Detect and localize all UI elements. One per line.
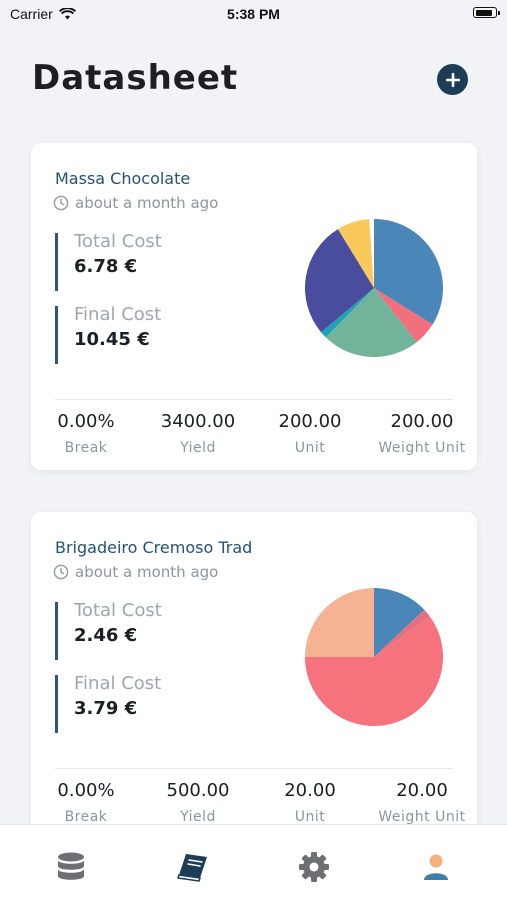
page-title: Datasheet [32,58,239,98]
status-carrier: Carrier [10,6,76,22]
status-time: 5:38 PM [227,6,280,22]
total-cost-value: 6.78 € [74,256,138,277]
stat-unit: 20.00 Unit [255,780,365,825]
stat-weight-unit: 200.00 Weight Unit [367,411,477,456]
card-time-text: about a month ago [75,194,219,212]
stat-break: 0.00% Break [31,780,141,825]
card-title: Massa Chocolate [55,169,191,188]
battery-level [475,9,492,16]
card-timestamp: about a month ago [53,563,218,581]
stat-label: Unit [294,809,326,825]
status-bar: Carrier 5:38 PM [0,0,507,30]
stat-value: 200.00 [278,411,342,432]
datasheet-card[interactable]: Brigadeiro Cremoso Trad about a month ag… [31,512,477,839]
stat-label: Weight Unit [378,440,466,456]
stat-value: 20.00 [284,780,336,801]
stat-label: Break [64,440,108,456]
stat-label: Unit [294,440,326,456]
pie-slice [305,229,374,333]
cost-pie-chart [305,588,443,726]
pie-slice [321,288,374,338]
tab-settings[interactable] [294,847,334,887]
final-cost-label: Final Cost [74,673,162,694]
database-icon [58,852,84,880]
total-cost-label: Total Cost [74,231,162,252]
tab-datasheet[interactable] [173,847,213,887]
stat-value: 20.00 [396,780,448,801]
user-icon [424,854,448,880]
pie-slice [325,288,417,357]
tab-database[interactable] [51,847,91,887]
pie-slice [305,588,374,657]
card-divider [55,399,453,400]
stat-yield: 3400.00 Yield [143,411,253,456]
stat-value: 0.00% [57,780,115,801]
stat-label: Break [64,809,108,825]
tab-bar [0,824,507,901]
total-cost-value: 2.46 € [74,625,138,646]
stat-yield: 500.00 Yield [143,780,253,825]
final-cost-block: Final Cost 10.45 € [55,304,162,364]
stat-value: 3400.00 [160,411,236,432]
pie-slice [374,588,425,657]
final-cost-block: Final Cost 3.79 € [55,673,162,733]
pie-slice [305,616,443,726]
pie-slice [374,219,443,325]
stat-label: Yield [180,440,216,456]
plus-icon [445,72,460,87]
final-cost-value: 3.79 € [74,698,138,719]
pie-slice [374,288,433,343]
pie-slice [374,609,430,657]
stat-label: Yield [180,809,216,825]
battery-icon [473,7,500,18]
stat-weight-unit: 20.00 Weight Unit [367,780,477,825]
total-cost-label: Total Cost [74,600,162,621]
carrier-label: Carrier [10,6,53,22]
pie-slice [369,219,374,288]
stat-value: 200.00 [390,411,454,432]
cost-pie-chart [305,219,443,357]
clock-icon [53,564,69,580]
final-cost-value: 10.45 € [74,329,150,350]
stat-value: 0.00% [57,411,115,432]
stat-label: Weight Unit [378,809,466,825]
datasheet-card[interactable]: Massa Chocolate about a month ago Total … [31,143,477,470]
total-cost-block: Total Cost 2.46 € [55,600,162,660]
card-title: Brigadeiro Cremoso Trad [55,538,253,557]
add-datasheet-button[interactable] [437,64,468,95]
wifi-icon [58,8,76,20]
final-cost-label: Final Cost [74,304,162,325]
gear-icon [299,852,329,882]
stat-unit: 200.00 Unit [255,411,365,456]
card-time-text: about a month ago [75,563,219,581]
tab-profile[interactable] [416,847,456,887]
clock-icon [53,195,69,211]
pie-slice [337,219,374,288]
stat-value: 500.00 [166,780,230,801]
total-cost-block: Total Cost 6.78 € [55,231,162,291]
card-divider [55,768,453,769]
card-timestamp: about a month ago [53,194,218,212]
stat-break: 0.00% Break [31,411,141,456]
book-icon [177,854,207,882]
